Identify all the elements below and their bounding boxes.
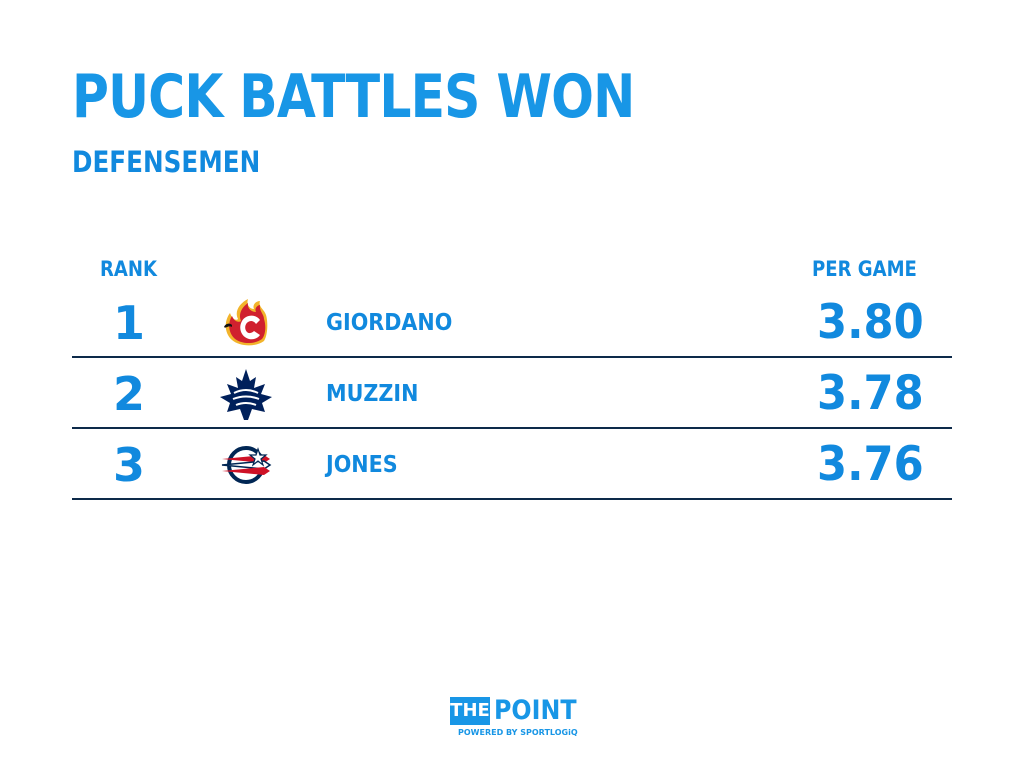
player-name: MUZZIN: [326, 381, 419, 407]
maple-leafs-logo-icon: [218, 368, 274, 420]
per-game-value: 3.76: [817, 437, 924, 492]
brand-the-badge: THE: [450, 697, 490, 725]
table-row: 1 GIORDANO 3.80: [72, 287, 952, 358]
per-game-value: 3.80: [817, 295, 924, 350]
rank-number: 3: [112, 438, 145, 492]
brand-point-wordmark: POINT: [494, 695, 577, 726]
rank-column-header: RANK: [100, 257, 158, 281]
blue-jackets-logo-icon: [218, 439, 274, 491]
per-game-column-header: PER GAME: [812, 257, 917, 281]
table-row: 2 MUZZIN 3.78: [72, 358, 952, 429]
brand-logo: THE POINT POWERED BY SPORTLOGiQ: [450, 695, 578, 741]
flames-logo-icon: [218, 297, 274, 349]
rank-number: 1: [112, 296, 145, 350]
page-title: PUCK BATTLES WON: [72, 62, 635, 132]
page-subtitle: DEFENSEMEN: [72, 145, 261, 179]
row-divider: [72, 498, 952, 500]
row-divider: [72, 427, 952, 429]
player-name: GIORDANO: [326, 310, 453, 336]
per-game-value: 3.78: [817, 366, 924, 421]
powered-by-label: POWERED BY SPORTLOGiQ: [458, 728, 578, 737]
player-name: JONES: [326, 452, 398, 478]
table-row: 3 JONES 3.76: [72, 429, 952, 500]
row-divider: [72, 356, 952, 358]
rank-number: 2: [112, 367, 145, 421]
